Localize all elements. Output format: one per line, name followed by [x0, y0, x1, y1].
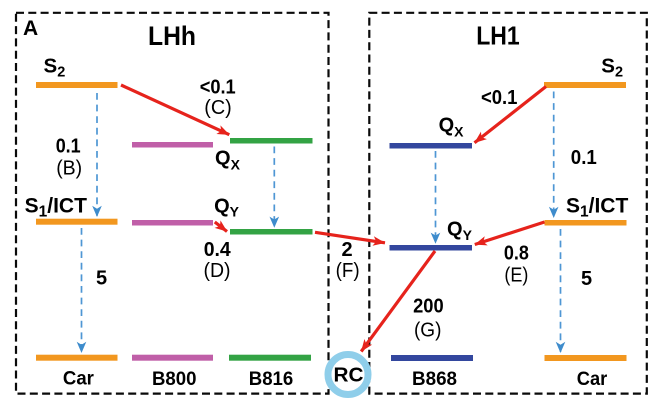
svg-text:RC: RC — [334, 365, 364, 387]
svg-text:200: 200 — [413, 296, 444, 318]
svg-text:5: 5 — [96, 267, 107, 289]
svg-text:0.4: 0.4 — [204, 239, 232, 261]
svg-text:LHh: LHh — [148, 21, 196, 51]
svg-text:B868: B868 — [412, 369, 457, 390]
svg-text:(B): (B) — [56, 157, 82, 179]
svg-text:S1/ICT: S1/ICT — [25, 194, 87, 220]
svg-text:<0.1: <0.1 — [481, 87, 518, 109]
svg-text:QX: QX — [439, 115, 465, 140]
svg-text:S2: S2 — [601, 54, 623, 80]
svg-text:Car: Car — [63, 369, 95, 390]
svg-text:5: 5 — [581, 268, 592, 290]
svg-text:(E): (E) — [504, 265, 528, 287]
svg-text:2: 2 — [341, 239, 352, 261]
svg-text:B816: B816 — [249, 369, 294, 390]
svg-text:A: A — [23, 17, 38, 40]
svg-text:(D): (D) — [204, 260, 231, 282]
svg-text:LH1: LH1 — [476, 21, 520, 51]
svg-text:S1/ICT: S1/ICT — [566, 194, 628, 220]
svg-text:(C): (C) — [204, 97, 232, 119]
svg-text:QY: QY — [214, 195, 240, 219]
svg-text:S2: S2 — [44, 54, 66, 80]
svg-text:(F): (F) — [336, 260, 360, 282]
svg-text:0.1: 0.1 — [56, 135, 81, 157]
svg-text:0.1: 0.1 — [571, 147, 597, 169]
svg-text:0.8: 0.8 — [504, 242, 529, 264]
svg-text:<0.1: <0.1 — [200, 76, 236, 98]
svg-text:Car: Car — [577, 369, 608, 390]
svg-text:B800: B800 — [152, 369, 197, 390]
svg-text:QX: QX — [215, 147, 241, 172]
svg-text:(G): (G) — [414, 320, 442, 342]
svg-text:QY: QY — [447, 218, 473, 243]
